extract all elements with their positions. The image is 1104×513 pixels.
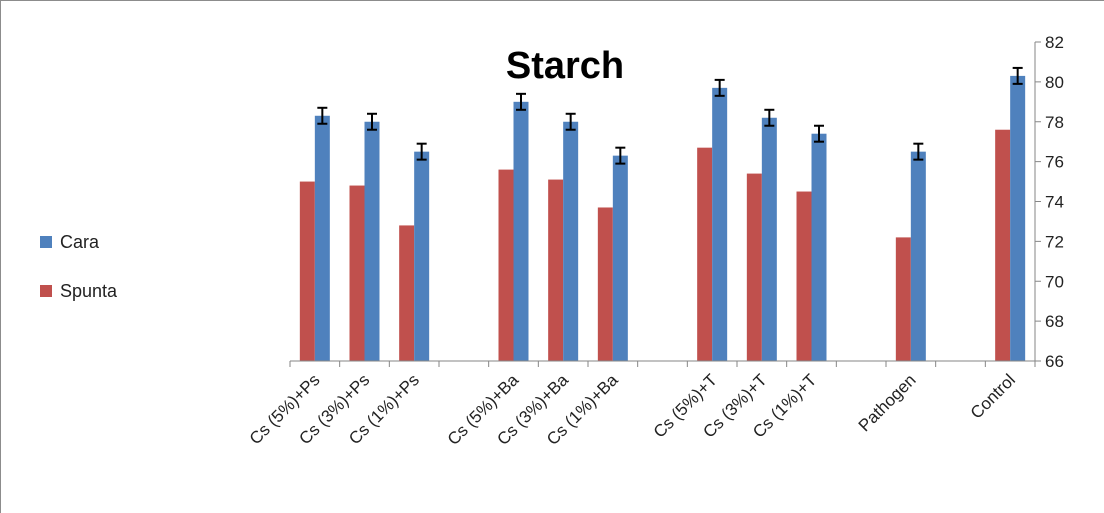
y-tick-label: 74 (1045, 193, 1064, 212)
legend: Cara Spunta (40, 232, 118, 301)
bar-cara (314, 115, 330, 361)
bar-spunta (498, 169, 514, 361)
bar-spunta (399, 225, 415, 361)
y-tick-label: 70 (1045, 272, 1064, 291)
legend-swatch-cara (40, 236, 52, 248)
bar-cara (761, 117, 777, 361)
y-tick-label: 66 (1045, 352, 1064, 371)
bars-group (299, 75, 1026, 362)
bar-spunta (746, 173, 762, 361)
bar-cara (513, 101, 529, 361)
bar-spunta (796, 191, 812, 361)
error-bars-group (317, 66, 1023, 165)
bar-spunta (548, 179, 564, 361)
bar-cara (414, 151, 430, 361)
bar-spunta (597, 207, 613, 361)
chart-title: Starch (506, 45, 624, 87)
bar-cara (910, 151, 926, 361)
bar-spunta (995, 129, 1011, 361)
x-tick-label: Control (967, 370, 1019, 422)
x-tick-label: Pathogen (855, 370, 920, 435)
y-tick-label: 80 (1045, 73, 1064, 92)
legend-label-spunta: Spunta (60, 281, 118, 301)
legend-swatch-spunta (40, 285, 52, 297)
bar-spunta (349, 185, 365, 361)
bar-cara (811, 133, 827, 361)
bar-cara (364, 121, 380, 361)
y-tick-label: 76 (1045, 153, 1064, 172)
bar-spunta (299, 181, 315, 361)
bar-cara (612, 155, 628, 361)
y-tick-label: 78 (1045, 113, 1064, 132)
legend-label-cara: Cara (60, 232, 100, 252)
bar-spunta (895, 237, 911, 361)
y-tick-label: 72 (1045, 232, 1064, 251)
bar-spunta (697, 147, 713, 361)
bar-cara (1010, 75, 1026, 362)
bar-cara (563, 121, 579, 361)
bar-cara (712, 87, 728, 361)
y-tick-label: 82 (1045, 33, 1064, 52)
y-tick-label: 68 (1045, 312, 1064, 331)
